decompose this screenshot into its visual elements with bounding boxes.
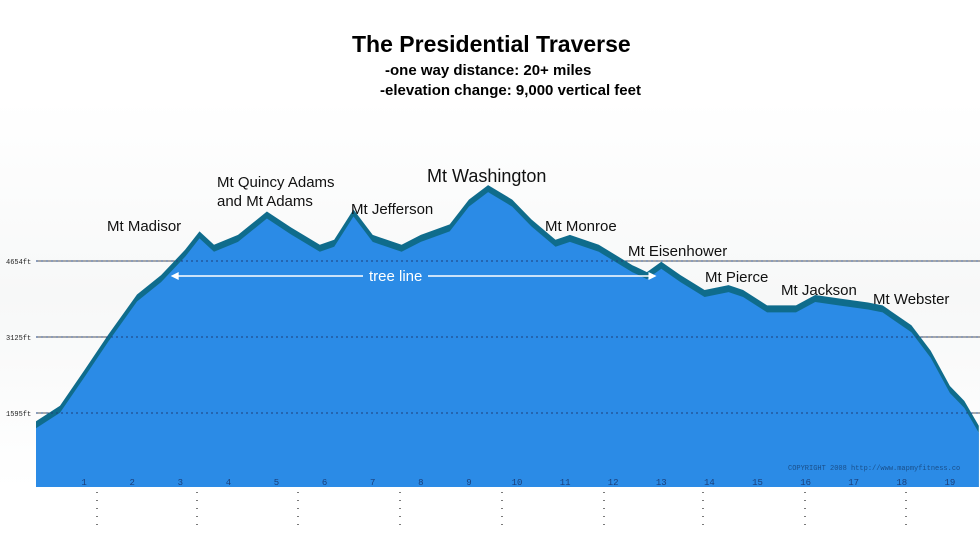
label-mt-jefferson: Mt Jefferson xyxy=(351,201,434,218)
x-tick-label: 13 xyxy=(656,478,667,488)
x-tick-label: 15 xyxy=(752,478,763,488)
x-tick-label: 17 xyxy=(848,478,859,488)
x-tick-label: 10 xyxy=(512,478,523,488)
x-tick-label: 18 xyxy=(896,478,907,488)
x-tick-label: 5 xyxy=(274,478,279,488)
chart-title: The Presidential Traverse xyxy=(352,31,631,57)
label-mt-madison: Mt Madisor xyxy=(107,218,182,235)
tree-line-label: tree line xyxy=(363,268,429,285)
label-mt-webster: Mt Webster xyxy=(873,291,950,308)
x-tick-label: 7 xyxy=(370,478,375,488)
x-tick-label: 19 xyxy=(944,478,955,488)
arrow-left-icon xyxy=(170,272,179,280)
x-tick-label: 4 xyxy=(226,478,231,488)
x-tick-label: 14 xyxy=(704,478,715,488)
y-tick-label: 3125ft xyxy=(6,335,31,343)
subtitle-distance: -one way distance: 20+ miles xyxy=(385,62,592,79)
axis-bottom-mask xyxy=(0,487,980,533)
x-tick-label: 12 xyxy=(608,478,619,488)
x-tick-label: 16 xyxy=(800,478,811,488)
x-tick-label: 3 xyxy=(178,478,183,488)
y-tick-label: 4654ft xyxy=(6,259,31,267)
x-tick-label: 6 xyxy=(322,478,327,488)
label-mt-pierce: Mt Pierce xyxy=(705,269,769,286)
subtitle-elevation: -elevation change: 9,000 vertical feet xyxy=(380,82,641,99)
x-tick-label: 8 xyxy=(418,478,423,488)
label-mt-eisenhower: Mt Eisenhower xyxy=(628,243,728,260)
x-tick-label: 1 xyxy=(81,478,86,488)
label-mt-monroe: Mt Monroe xyxy=(545,218,617,235)
label-mt-washington: Mt Washington xyxy=(427,166,547,186)
x-tick-label: 9 xyxy=(466,478,471,488)
y-tick-label: 1595ft xyxy=(6,411,31,419)
label-mt-jackson: Mt Jackson xyxy=(781,282,857,299)
x-tick-label: 11 xyxy=(560,478,571,488)
copyright-text: COPYRIGHT 2008 http://www.mapmyfitness.c… xyxy=(788,465,960,473)
elevation-area xyxy=(36,192,979,494)
label-mt-adams: Mt Quincy Adams and Mt Adams xyxy=(217,174,335,210)
arrow-right-icon xyxy=(648,272,657,280)
x-tick-label: 2 xyxy=(129,478,134,488)
